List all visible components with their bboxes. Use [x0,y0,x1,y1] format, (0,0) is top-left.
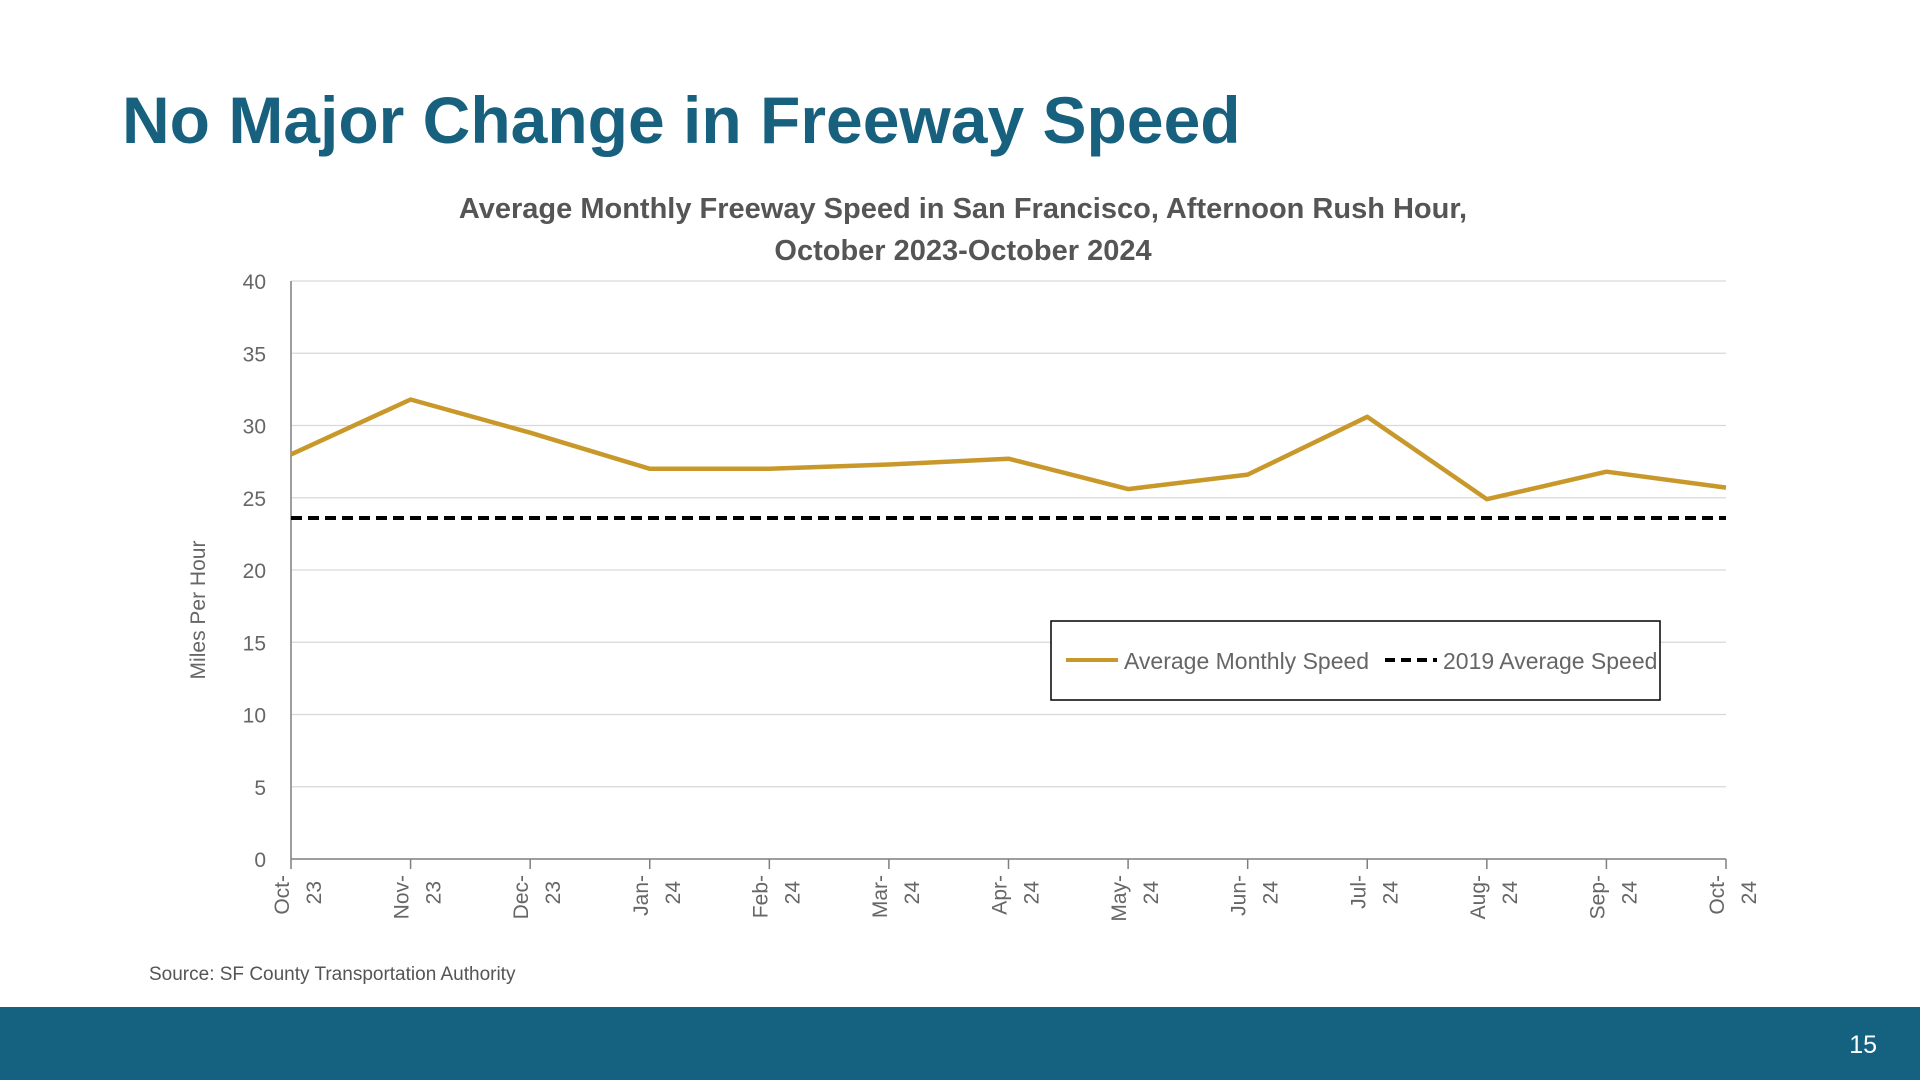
x-tick-label: Apr- 24 [989,875,1044,915]
x-tick-label: Feb- 24 [749,875,804,918]
x-tick-label: Sep- 24 [1586,875,1641,919]
x-tick-label-month: Nov- [391,875,414,919]
y-tick-label: 35 [243,343,266,366]
chart-title: Average Monthly Freeway Speed in San Fra… [459,193,1467,267]
footer-bar: 15 [0,1007,1920,1080]
x-tick-label-month: Apr- [989,875,1012,915]
legend: Average Monthly Speed 2019 Average Speed [1050,620,1661,701]
x-tick-label: May- 24 [1108,875,1163,922]
x-tick-label-year: 24 [1499,881,1522,905]
y-tick-label: 40 [243,271,266,294]
x-tick-label-month: Jul- [1347,875,1370,909]
x-tick-label: Oct- 23 [271,875,326,915]
y-axis-ticks: 0 5 10 15 20 25 30 35 40 [243,271,266,872]
legend-label-average-monthly-speed: Average Monthly Speed [1124,648,1369,674]
x-tick-label-year: 24 [1021,881,1044,905]
x-tick-label-year: 24 [1738,881,1761,905]
y-tick-label: 5 [254,777,266,800]
y-tick-label: 20 [243,560,266,583]
series-line-average-monthly-speed [290,397,1727,502]
x-tick-label: Jan- 24 [630,875,685,916]
legend-box [1050,620,1661,701]
x-tick-label-month: Mar- [869,875,892,918]
series [290,397,1727,520]
x-tick-label-month: Feb- [749,875,772,918]
x-tick-label-year: 24 [1618,881,1641,905]
x-tick-label-year: 23 [303,881,326,904]
slide-title: No Major Change in Freeway Speed [122,83,1241,157]
x-tick-label: Jun- 24 [1228,875,1283,916]
x-tick-label-year: 24 [1260,881,1283,905]
x-tick-label-month: Jun- [1228,875,1251,916]
gridlines [291,280,1726,788]
x-tick-label-year: 24 [1140,881,1163,905]
y-tick-label: 0 [254,849,266,872]
x-tick-label-year: 24 [781,881,804,905]
y-tick-label: 10 [243,705,266,728]
x-tick-label-month: Oct- [271,875,294,915]
x-tick-label: Mar- 24 [869,875,924,918]
x-tick-label-year: 24 [1379,881,1402,905]
x-tick-label-month: May- [1108,875,1131,922]
x-tick-label: Dec- 23 [510,875,565,919]
y-tick-label: 25 [243,488,266,511]
x-tick-label-year: 24 [901,881,924,905]
x-tick-label-year: 24 [662,881,685,905]
x-tick-label-month: Dec- [510,875,533,919]
x-tick-label-month: Oct- [1706,875,1729,915]
source-note: Source: SF County Transportation Authori… [149,964,516,985]
chart-title-line: Average Monthly Freeway Speed in San Fra… [459,193,1467,225]
y-tick-label: 15 [243,632,266,655]
x-axis-ticks: Oct- 23 Nov- 23 Dec- 23 Jan- 24 Feb- 24 Mar- 24 Apr-… [271,859,1761,922]
page-number: 15 [1849,1031,1877,1059]
x-tick-label: Aug- 24 [1467,875,1522,919]
y-axis-label: Miles Per Hour [187,541,210,680]
x-tick-label-year: 23 [542,881,565,904]
x-tick-label: Jul- 24 [1347,875,1402,909]
x-tick-label-month: Aug- [1467,875,1490,919]
x-tick-label: Nov- 23 [391,875,446,919]
x-tick-label-month: Sep- [1586,875,1609,919]
x-tick-label: Oct- 24 [1706,875,1761,915]
x-tick-label-month: Jan- [630,875,653,916]
x-tick-label-year: 23 [423,881,446,904]
y-tick-label: 30 [243,416,266,439]
chart-title-line: October 2023-October 2024 [774,235,1151,267]
legend-label-2019-average-speed: 2019 Average Speed [1443,648,1657,674]
